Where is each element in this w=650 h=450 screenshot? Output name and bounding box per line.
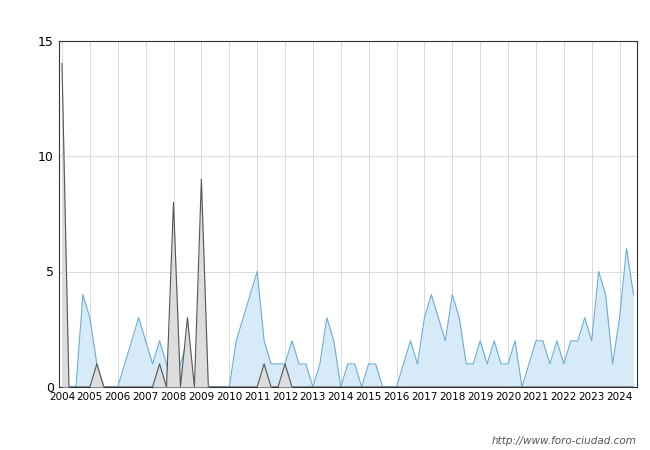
Text: Belvís de Monroy - Evolucion del Nº de Transacciones Inmobiliarias: Belvís de Monroy - Evolucion del Nº de T… xyxy=(103,12,547,24)
Text: http://www.foro-ciudad.com: http://www.foro-ciudad.com xyxy=(492,436,637,446)
